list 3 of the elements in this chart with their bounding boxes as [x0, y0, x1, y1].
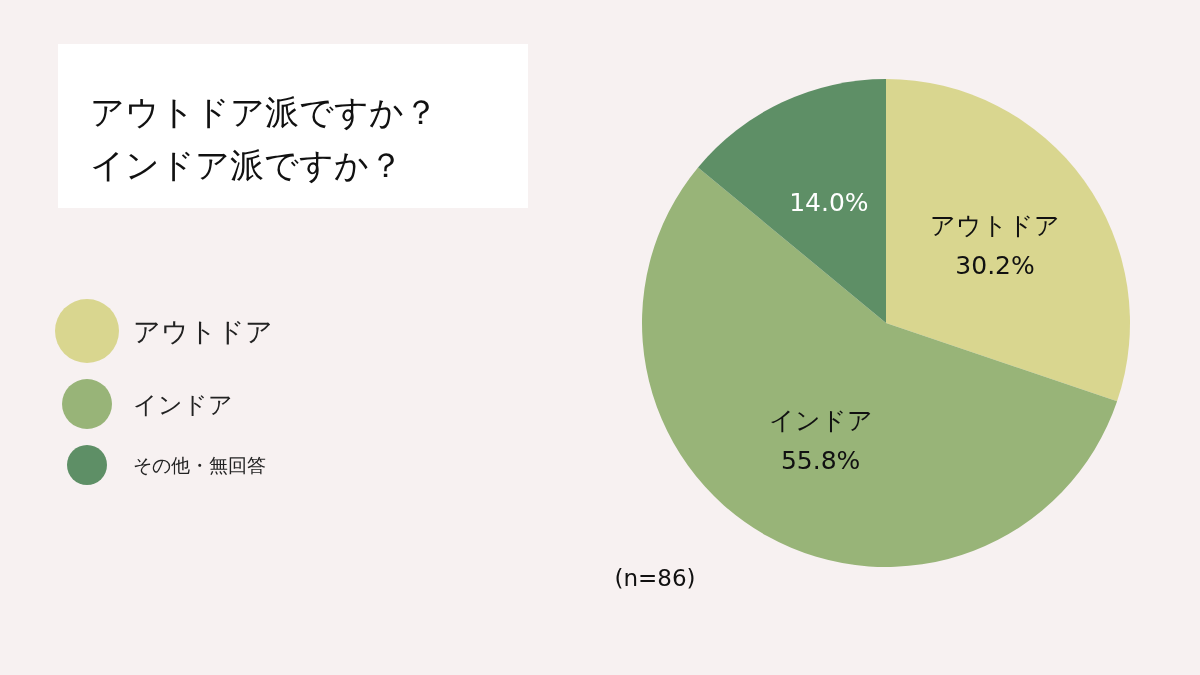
- title: アウトドア派ですか？: [90, 92, 438, 132]
- subtitle: インドア派ですか？: [90, 145, 403, 185]
- annotation: (n=86): [614, 565, 696, 591]
